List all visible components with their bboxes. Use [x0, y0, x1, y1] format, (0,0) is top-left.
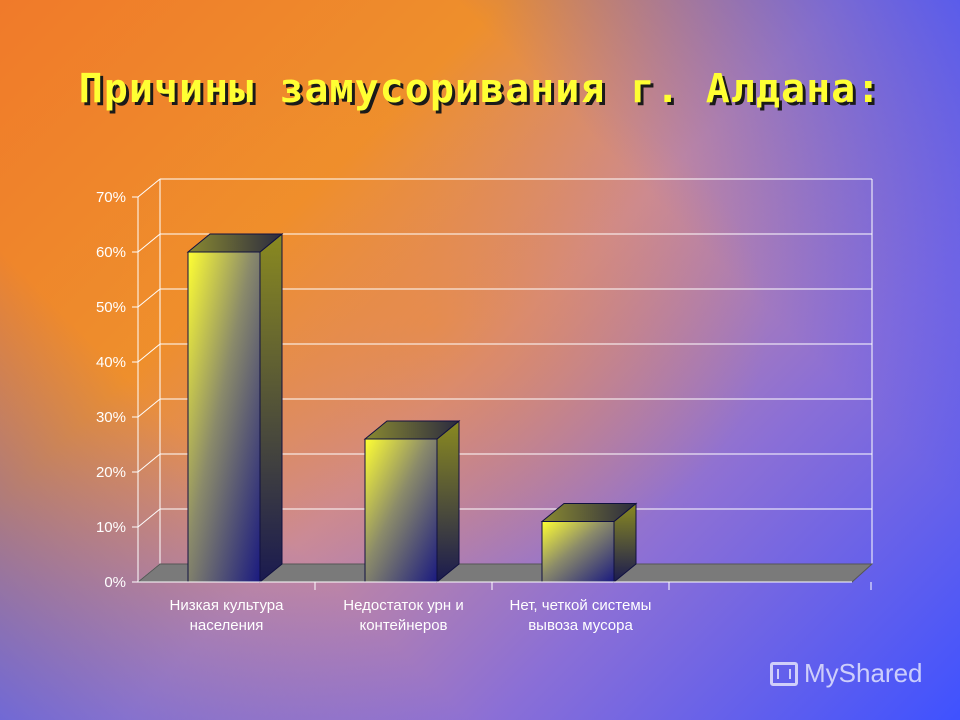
watermark-logo: MyShared — [770, 658, 923, 689]
chart-axes — [132, 196, 872, 590]
gridline-depth — [137, 178, 161, 198]
x-tick-label: населения — [190, 617, 264, 634]
x-tick-label: Недостаток урн и — [343, 597, 463, 614]
chart-labels: 0% 10% 20% 30% 40% 50% 60% 70% Низкая культура на… — [96, 189, 651, 634]
bar — [187, 251, 261, 583]
watermark-text: MyShared — [804, 658, 923, 688]
y-tick-label: 60% — [96, 244, 126, 261]
gridline-depth — [137, 398, 161, 418]
x-tick-label: вывоза мусора — [528, 617, 633, 634]
x-tick-label: Низкая культура — [170, 597, 285, 614]
y-tick-label: 0% — [104, 574, 126, 591]
y-tick-label: 20% — [96, 464, 126, 481]
bar-side — [436, 419, 460, 584]
y-tick-label: 30% — [96, 409, 126, 426]
bar-top — [363, 420, 461, 440]
y-tick-label: 50% — [96, 299, 126, 316]
bar-top — [186, 233, 284, 253]
y-tick-label: 10% — [96, 519, 126, 536]
gridline-depth — [137, 508, 161, 528]
bar-top — [540, 503, 638, 522]
presentation-icon — [770, 661, 798, 686]
gridline-depth — [137, 288, 161, 308]
gridline-depth — [137, 233, 161, 253]
chart-bars — [186, 232, 638, 584]
x-tick-label: контейнеров — [359, 617, 447, 634]
y-tick-label: 70% — [96, 189, 126, 206]
slide-title: Причины замусоривания г. Алдана: — [78, 66, 882, 112]
gridline-depth — [137, 343, 161, 363]
bar — [541, 521, 615, 583]
x-tick-label: Нет, четкой системы — [510, 597, 652, 614]
gridline-depth — [137, 453, 161, 473]
y-tick-label: 40% — [96, 354, 126, 371]
bar — [364, 438, 438, 583]
bar-side — [259, 232, 283, 584]
